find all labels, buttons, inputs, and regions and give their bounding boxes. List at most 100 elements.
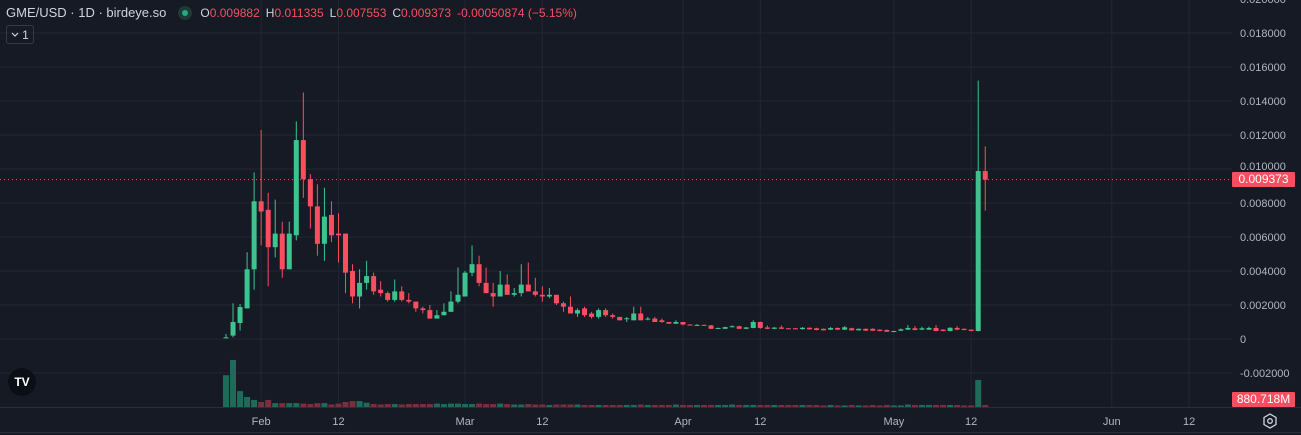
candle (441, 303, 447, 316)
candle-body (476, 264, 482, 283)
volume-bar (918, 404, 925, 407)
candle-body (399, 291, 405, 300)
candle (279, 221, 285, 278)
candle-body (582, 308, 588, 316)
candle-body (420, 308, 426, 311)
volume-bar (490, 404, 497, 407)
candle-body (589, 313, 595, 317)
volume-bar (363, 402, 370, 407)
candle (406, 293, 412, 304)
candle (504, 274, 510, 295)
candle-body (244, 269, 250, 309)
candle (258, 129, 264, 246)
collapse-indicators-button[interactable]: 1 (6, 25, 34, 44)
candle-body (286, 233, 292, 270)
candle-body (687, 324, 693, 326)
tradingview-logo[interactable]: TV (8, 368, 36, 396)
volume-bar (588, 404, 595, 407)
candle (518, 264, 524, 297)
volume-bar (792, 404, 799, 407)
candle-body (293, 140, 299, 236)
candle (553, 294, 559, 305)
volume-bar (694, 404, 701, 407)
candle (954, 326, 960, 331)
candle (371, 272, 377, 295)
candle (785, 327, 791, 330)
candle (961, 328, 967, 331)
volume-bar (771, 404, 778, 407)
volume-bar (272, 403, 279, 407)
candle (884, 329, 890, 333)
candle-body (680, 322, 686, 325)
settings-icon[interactable] (1261, 412, 1279, 430)
volume-bar (862, 405, 869, 407)
candle-body (272, 233, 278, 248)
candle-body (350, 271, 356, 297)
volume-bar (581, 404, 588, 407)
close-value: C0.009373 (392, 5, 452, 20)
candle (806, 327, 812, 330)
volume-bar (947, 404, 954, 407)
candle-body (975, 171, 981, 332)
candle (736, 325, 742, 330)
candle (385, 291, 391, 302)
candle (764, 325, 770, 330)
y-tick-label: 0.020000 (1240, 0, 1286, 6)
candle (638, 306, 644, 321)
candle (821, 328, 827, 331)
candle-body (596, 310, 602, 317)
candle (659, 318, 665, 323)
volume-bar (553, 404, 560, 407)
candle-body (722, 327, 728, 329)
open-value: O0.009882 (200, 5, 260, 20)
y-tick-label: 0.012000 (1240, 130, 1286, 142)
volume-bar (855, 405, 862, 407)
volume-bar (433, 403, 440, 407)
candle (223, 333, 229, 339)
y-tick-label: 0.016000 (1240, 62, 1286, 74)
volume-bar (750, 404, 757, 407)
candle-body (659, 320, 665, 322)
volume-bar (574, 404, 581, 407)
volume-bar (933, 404, 940, 407)
candle (645, 316, 651, 321)
candle (835, 327, 841, 330)
volume-bar (258, 402, 265, 407)
candle (413, 301, 419, 312)
volume-bar (982, 404, 989, 407)
candle-body (483, 282, 489, 294)
candle-body (708, 325, 714, 329)
volume-bar (757, 404, 764, 407)
candle (244, 252, 250, 309)
candle (399, 286, 405, 302)
candle (652, 316, 658, 322)
volume-bar (806, 404, 813, 407)
candle-body (279, 233, 285, 270)
volume-bar (602, 404, 609, 407)
volume-bar (454, 403, 461, 407)
y-tick-label: 0.002000 (1240, 300, 1286, 312)
volume-bar (251, 399, 258, 407)
symbol-title[interactable]: GME/USD · 1D · birdeye.so (6, 5, 167, 20)
volume-bar (736, 404, 743, 407)
candle-body (307, 179, 313, 207)
candle (722, 326, 728, 330)
volume-bar (293, 403, 300, 407)
volume-bar (890, 405, 897, 407)
candle-body (799, 327, 805, 330)
volume-bar (398, 404, 405, 407)
candle (364, 260, 370, 290)
volume-bar (715, 404, 722, 407)
candle-body (631, 313, 637, 321)
volume-bar (623, 404, 630, 407)
candle-body (546, 294, 552, 297)
candle (582, 306, 588, 317)
candle-body (856, 328, 862, 331)
candle-body (947, 327, 953, 332)
candle (546, 288, 552, 299)
candle-body (961, 328, 967, 330)
volume-bar (476, 403, 483, 407)
candle (715, 327, 721, 330)
x-tick-label: 12 (1183, 416, 1195, 428)
